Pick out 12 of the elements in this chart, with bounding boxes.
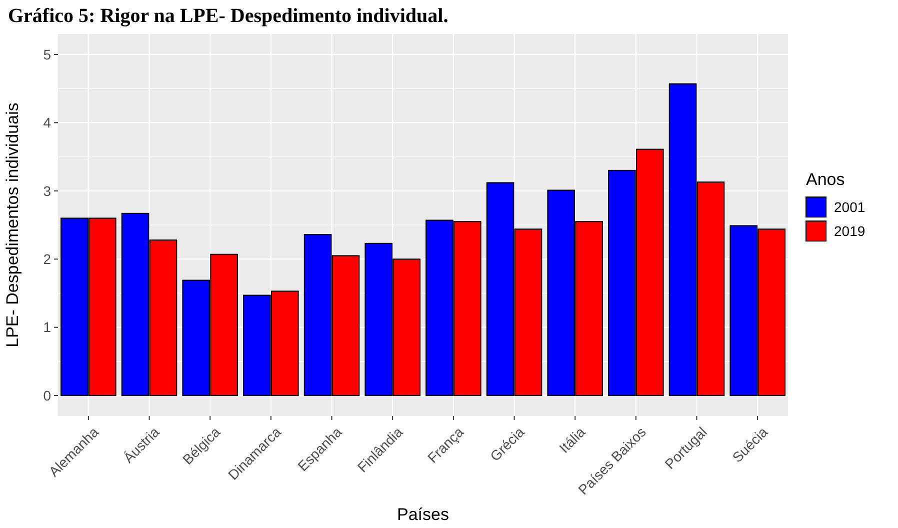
- y-tick-label: 3: [43, 182, 52, 199]
- legend-label: 2019: [834, 222, 866, 239]
- y-tick-label: 0: [43, 387, 52, 404]
- y-tick-label: 5: [43, 46, 52, 62]
- x-axis-title: Países: [397, 505, 449, 524]
- y-axis-title: LPE- Despedimentos individuais: [3, 102, 22, 348]
- chart-title: Gráfico 5: Rigor na LPE- Despedimento individual.: [8, 5, 448, 27]
- legend-label: 2001: [834, 198, 866, 215]
- y-tick-label: 1: [43, 319, 52, 336]
- legend-title: Anos: [806, 170, 845, 189]
- y-tick-label: 2: [43, 251, 52, 268]
- y-tick-label: 4: [43, 114, 52, 131]
